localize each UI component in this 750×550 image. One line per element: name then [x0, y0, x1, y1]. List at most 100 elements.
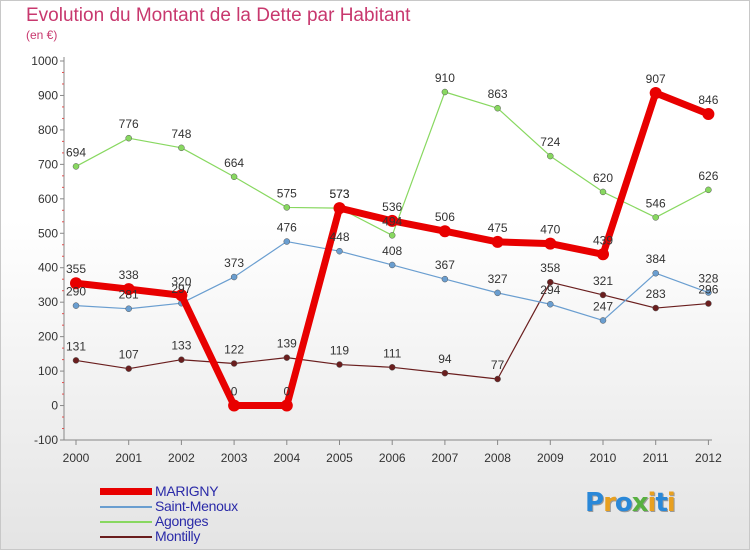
y-tick-label: -100 — [34, 433, 58, 447]
x-tick-label: 2003 — [221, 451, 248, 465]
data-point-agonges — [72, 163, 80, 170]
legend-label-montilly: Montilly — [155, 528, 201, 544]
x-tick-label: 2012 — [695, 451, 722, 465]
data-label-agonges: 494 — [382, 214, 402, 228]
data-label-marigny: 506 — [435, 210, 455, 224]
data-point-agonges — [494, 104, 501, 112]
y-tick-label: 700 — [38, 157, 58, 171]
data-point-marigny — [122, 283, 135, 296]
data-label-agonges: 573 — [329, 187, 349, 201]
data-point-agonges — [230, 173, 238, 181]
data-point-montilly — [441, 369, 449, 377]
data-point-agonges — [388, 232, 396, 239]
data-label-marigny: 573 — [329, 187, 349, 201]
y-tick-label: 200 — [38, 330, 58, 344]
data-label-montilly: 94 — [438, 352, 452, 366]
x-tick-label: 2010 — [590, 451, 617, 465]
legend-label-marigny: MARIGNY — [155, 483, 219, 499]
x-tick-label: 2008 — [484, 451, 511, 465]
y-tick-label: 600 — [38, 192, 58, 206]
y-tick-label: 300 — [38, 295, 58, 309]
data-label-marigny: 475 — [488, 221, 508, 235]
data-point-montilly — [705, 300, 712, 307]
data-label-saint-menoux: 476 — [277, 221, 297, 235]
legend-label-agonges: Agonges — [155, 513, 209, 529]
data-label-saint-menoux: 373 — [224, 256, 244, 270]
x-tick-label: 2007 — [432, 451, 459, 465]
x-tick-label: 2001 — [115, 451, 142, 465]
x-tick-label: 2005 — [326, 451, 353, 465]
data-label-saint-menoux: 294 — [540, 283, 560, 297]
data-label-marigny: 355 — [66, 262, 86, 276]
data-label-montilly: 111 — [383, 346, 402, 360]
y-tick-label: 900 — [38, 88, 58, 102]
legend-label-saint-menoux: Saint-Menoux — [155, 498, 238, 514]
data-point-saint-menoux — [388, 261, 396, 269]
data-label-montilly: 107 — [119, 348, 139, 362]
data-point-agonges — [652, 214, 659, 221]
data-label-montilly: 119 — [330, 344, 349, 358]
data-point-montilly — [125, 365, 132, 372]
data-label-montilly: 122 — [224, 343, 244, 357]
data-point-montilly — [230, 360, 238, 367]
x-tick-label: 2011 — [643, 451, 669, 465]
x-tick-label: 2000 — [63, 451, 90, 465]
data-label-marigny: 439 — [593, 233, 613, 247]
data-label-marigny: 846 — [698, 93, 718, 107]
legend-swatch-marigny — [100, 488, 152, 495]
data-point-agonges — [547, 152, 554, 160]
y-tick-label: 400 — [38, 261, 58, 275]
chart-subtitle: (en €) — [26, 28, 58, 42]
data-point-saint-menoux — [125, 305, 132, 312]
data-label-saint-menoux: 328 — [698, 272, 718, 286]
x-tick-label: 2009 — [537, 451, 564, 465]
y-tick-label: 500 — [38, 226, 58, 240]
data-point-saint-menoux — [494, 289, 501, 297]
data-label-agonges: 626 — [698, 169, 718, 183]
data-point-saint-menoux — [72, 302, 80, 309]
data-point-montilly — [388, 364, 396, 371]
x-tick-label: 2004 — [273, 451, 300, 465]
data-point-montilly — [547, 278, 554, 286]
data-label-agonges: 776 — [119, 117, 139, 131]
data-label-marigny: 0 — [231, 385, 238, 399]
data-point-marigny — [649, 87, 662, 100]
data-point-agonges — [441, 88, 449, 96]
data-point-saint-menoux — [283, 238, 291, 245]
data-label-agonges: 863 — [488, 87, 508, 101]
data-label-agonges: 748 — [171, 127, 191, 141]
data-label-saint-menoux: 290 — [66, 285, 86, 299]
data-label-agonges: 575 — [277, 186, 297, 200]
data-point-montilly — [336, 361, 343, 368]
data-label-montilly: 77 — [491, 358, 505, 372]
data-label-saint-menoux: 367 — [435, 258, 455, 272]
data-point-marigny — [175, 289, 188, 302]
x-tick-label: 2006 — [379, 451, 406, 465]
data-label-agonges: 546 — [646, 196, 666, 210]
y-tick-label: 0 — [51, 399, 58, 413]
chart-title: Evolution du Montant de la Dette par Hab… — [26, 5, 411, 26]
data-label-montilly: 133 — [171, 339, 191, 353]
data-point-marigny — [438, 225, 451, 238]
logo-letter: r — [603, 488, 616, 518]
data-label-montilly: 283 — [646, 287, 666, 301]
data-label-saint-menoux: 281 — [119, 288, 139, 302]
data-label-marigny: 536 — [382, 200, 402, 214]
data-label-marigny: 470 — [540, 223, 560, 237]
data-point-agonges — [283, 204, 291, 211]
data-label-saint-menoux: 384 — [646, 252, 666, 266]
data-point-marigny — [386, 214, 399, 227]
data-label-montilly: 296 — [698, 283, 718, 297]
data-label-saint-menoux: 408 — [382, 244, 402, 258]
legend-swatch-montilly — [100, 536, 152, 538]
data-point-montilly — [178, 356, 185, 363]
data-point-agonges — [125, 134, 132, 142]
data-label-montilly: 131 — [66, 339, 86, 353]
logo-letter: P — [585, 488, 604, 518]
data-label-marigny: 320 — [171, 274, 191, 288]
data-label-saint-menoux: 448 — [329, 230, 349, 244]
data-label-marigny: 907 — [646, 72, 666, 86]
data-point-marigny — [333, 202, 346, 215]
